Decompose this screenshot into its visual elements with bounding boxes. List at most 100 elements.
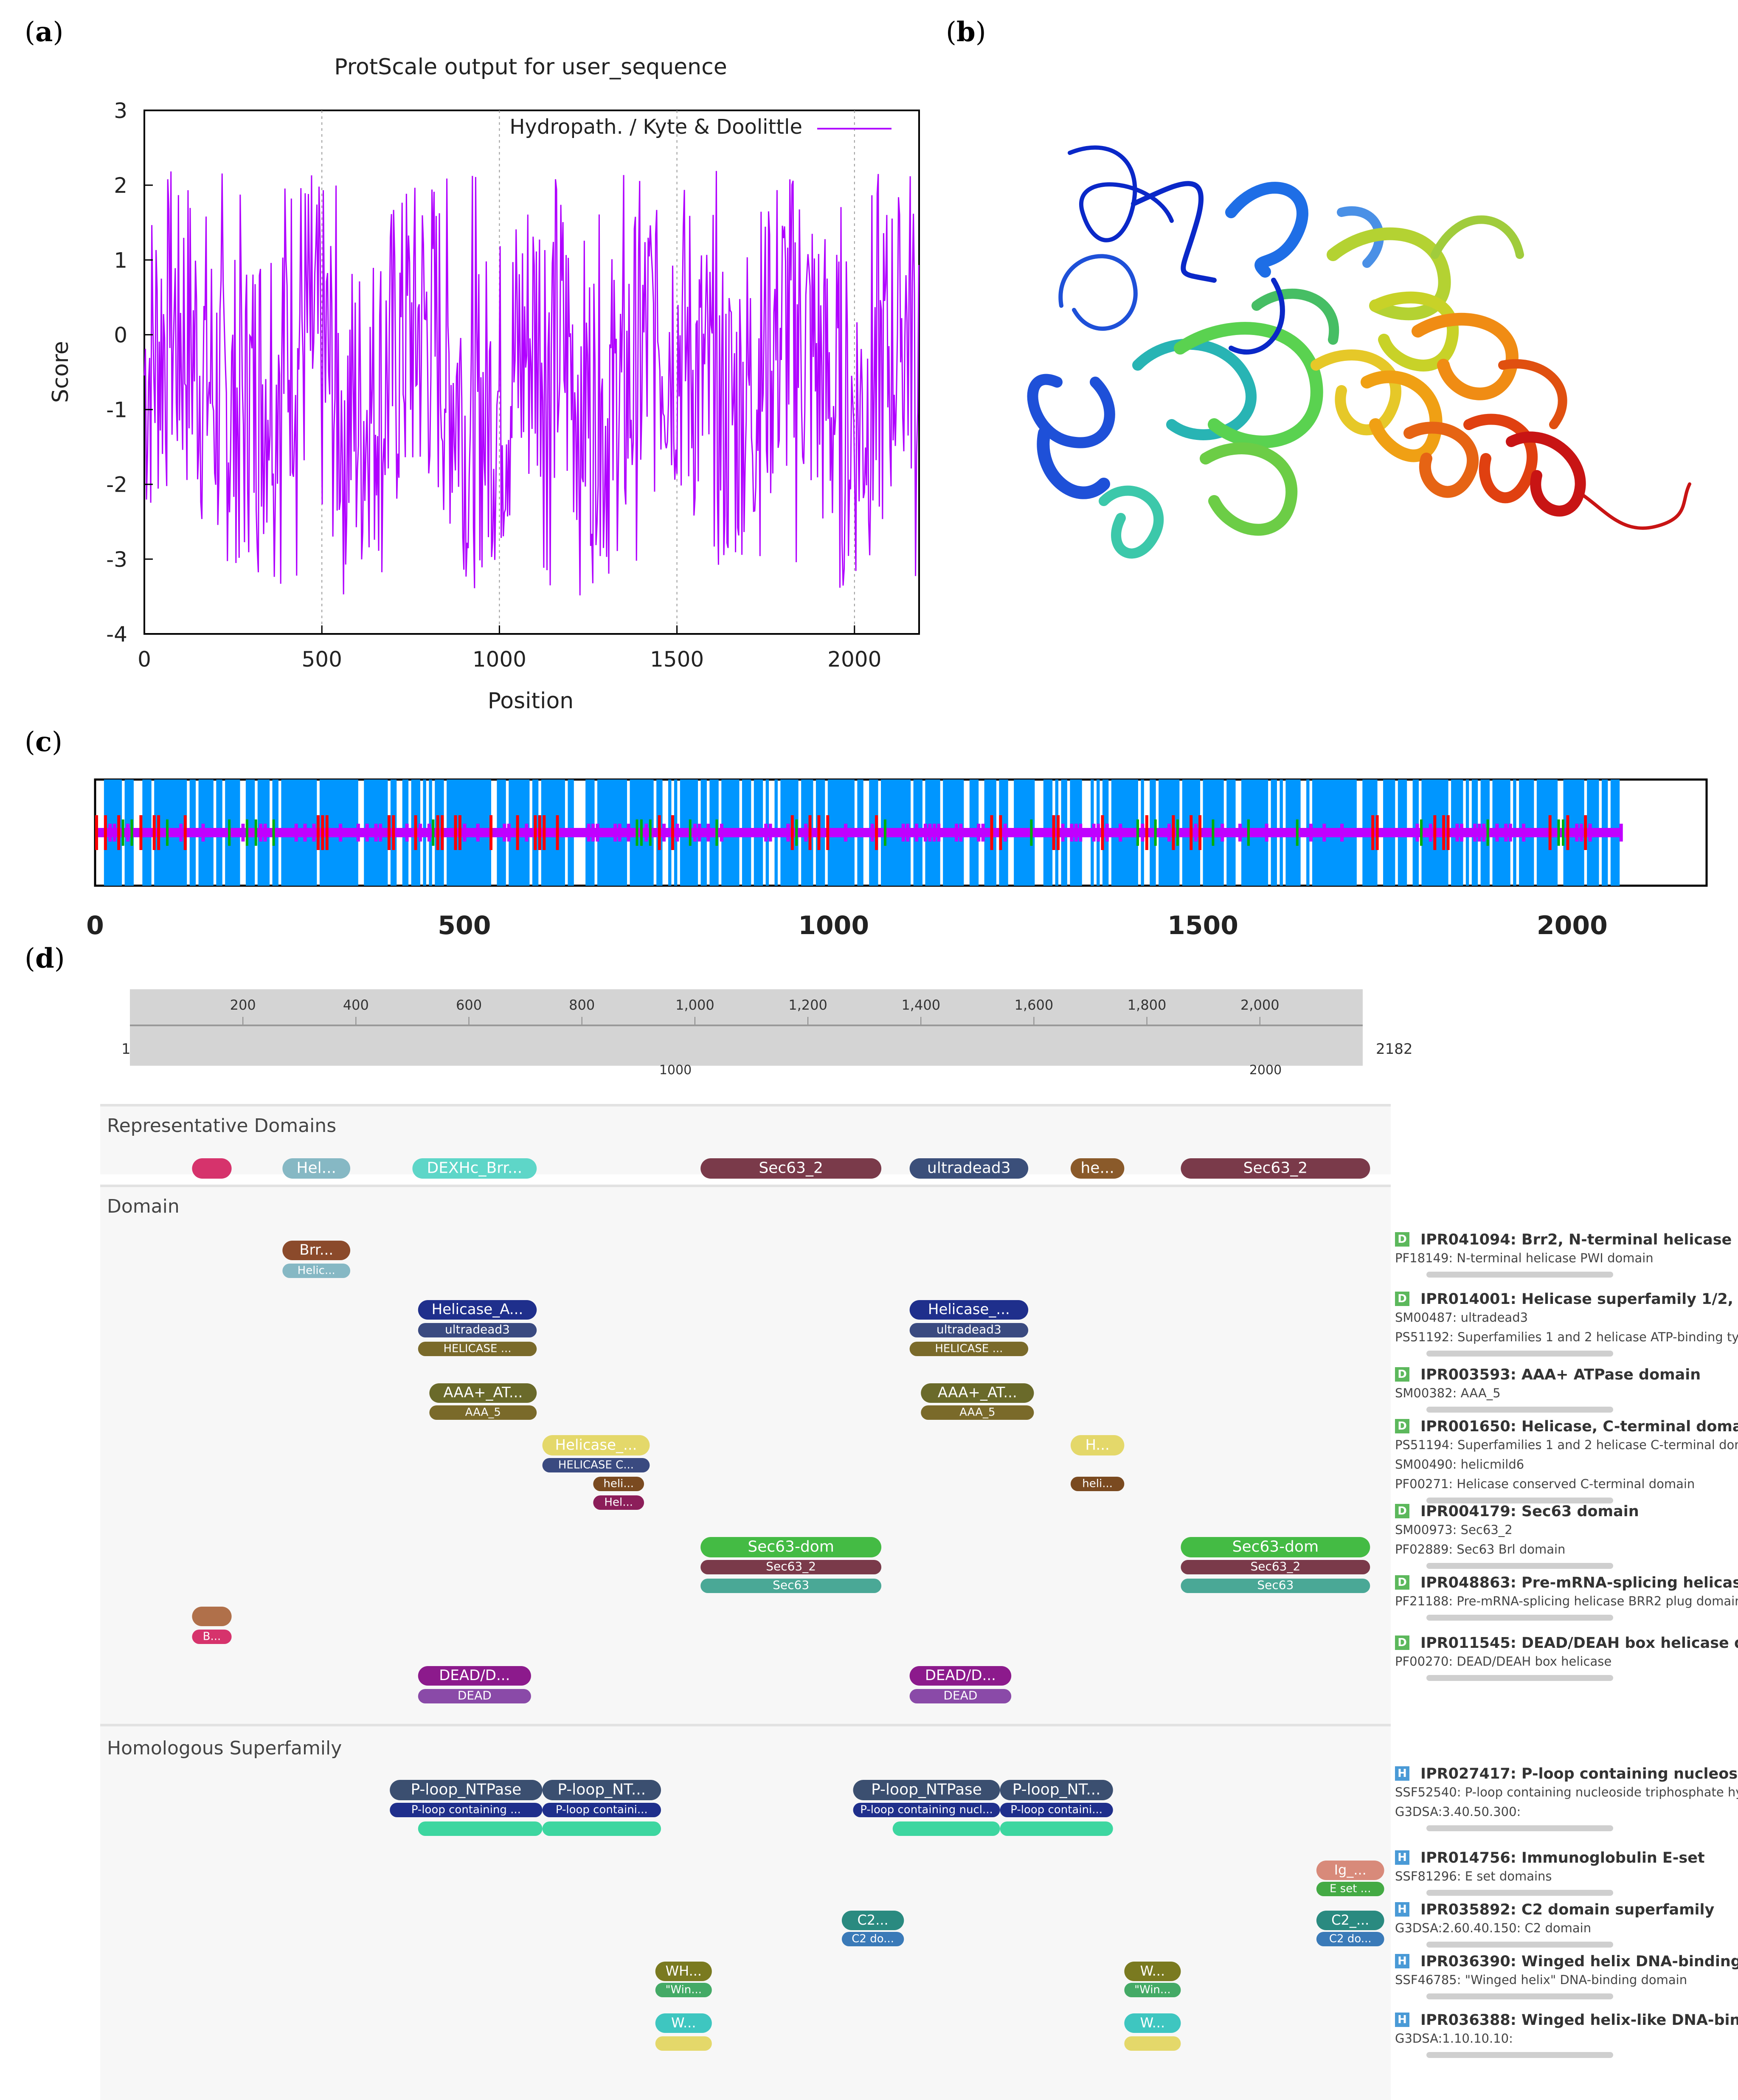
domain-member-signature[interactable]: SM00487: ultradead3	[1395, 1310, 1528, 1325]
domain-accession-link[interactable]: IPR001650: Helicase, C-terminal domain-l…	[1420, 1418, 1738, 1435]
homolog-accession-link[interactable]: IPR035892: C2 domain superfamily	[1420, 1901, 1715, 1918]
domain-accession-link[interactable]: IPR003593: AAA+ ATPase domain	[1420, 1366, 1701, 1383]
domain-scrollbar-thumb[interactable]	[1426, 1498, 1613, 1503]
domain-scrollbar-thumb[interactable]	[1426, 1615, 1613, 1621]
homolog-entry[interactable]: H IPR036388: Winged helix-like DNA-bindin…	[1395, 2012, 1738, 2059]
domain-member-signature[interactable]: SM00490: helicmild6	[1395, 1457, 1524, 1472]
homolog-entry[interactable]: H IPR035892: C2 domain superfamily G3DSA:2…	[1395, 1901, 1738, 1949]
strand-segment	[183, 815, 187, 850]
strand-segment	[392, 815, 395, 850]
homolog-member-signature[interactable]: SSF52540: P-loop containing nucleoside t…	[1395, 1785, 1738, 1799]
domain-entry[interactable]: D IPR003593: AAA+ ATPase domain SM00382: A…	[1395, 1366, 1738, 1414]
domain-member-signature[interactable]: SM00973: Sec63_2	[1395, 1523, 1513, 1537]
homolog-scrollbar-thumb[interactable]	[1426, 1825, 1613, 1831]
domain-entry[interactable]: D IPR041094: Brr2, N-terminal helicase PW…	[1395, 1231, 1738, 1279]
domain-entry[interactable]: D IPR014001: Helicase superfamily 1/2, AT…	[1395, 1291, 1738, 1358]
domain-accession-link[interactable]: IPR011545: DEAD/DEAH box helicase domain	[1420, 1635, 1738, 1652]
strand-segment	[1446, 815, 1450, 850]
domain-member-signature[interactable]: PF18149: N-terminal helicase PWI domain	[1395, 1251, 1654, 1265]
homolog-member-signature[interactable]: SSF46785: "Winged helix" DNA-binding dom…	[1395, 1973, 1687, 1987]
domain-scrollbar[interactable]	[1420, 1562, 1692, 1570]
coil-segment	[259, 824, 263, 842]
homolog-scrollbar-thumb[interactable]	[1426, 1993, 1613, 1999]
homolog-entry[interactable]: H IPR014756: Immunoglobulin E-set SSF81296…	[1395, 1849, 1738, 1897]
domain-scrollbar[interactable]	[1420, 1349, 1692, 1358]
domain-member-signature[interactable]: PF00271: Helicase conserved C-terminal d…	[1395, 1477, 1695, 1491]
homolog-accession-link[interactable]: IPR036388: Winged helix-like DNA-binding…	[1420, 2012, 1738, 2029]
domain-entry[interactable]: D IPR001650: Helicase, C-terminal domain-…	[1395, 1418, 1738, 1505]
interpro-view: 200 400 600 800 1,000 1,200 1,400 1,600 1,800 2,0…	[100, 985, 1738, 2100]
homolog-member-signature[interactable]: G3DSA:2.60.40.150: C2 domain	[1395, 1921, 1592, 1935]
rep-domain-label: he...	[1080, 1160, 1114, 1177]
homolog-member-signature[interactable]: G3DSA:1.10.10.10:	[1395, 2031, 1513, 2046]
domain-accession-link[interactable]: IPR014001: Helicase superfamily 1/2, ATP…	[1420, 1291, 1738, 1308]
domain-scrollbar-thumb[interactable]	[1426, 1563, 1613, 1569]
domain-label: Helicase_...	[555, 1437, 637, 1454]
homolog-scrollbar-thumb[interactable]	[1426, 1890, 1613, 1896]
hydropathy-series	[143, 171, 920, 596]
x-tick-labels: 0 500 1000 1500 2000	[138, 625, 881, 672]
coil-segment	[1340, 824, 1344, 842]
homolog-accession-link[interactable]: IPR014756: Immunoglobulin E-set	[1420, 1849, 1705, 1866]
domain-scrollbar-thumb[interactable]	[1426, 1272, 1613, 1278]
domain-member-signature[interactable]: PF21188: Pre-mRNA-splicing helicase BRR2…	[1395, 1594, 1738, 1608]
coil-segment	[693, 824, 697, 842]
homolog-member-signature[interactable]: SSF81296: E set domains	[1395, 1869, 1552, 1883]
domain-accession-link[interactable]: IPR004179: Sec63 domain	[1420, 1503, 1639, 1520]
domain-scrollbar[interactable]	[1420, 1496, 1692, 1505]
domain-member-signature[interactable]: SM00382: AAA_5	[1395, 1386, 1501, 1400]
domain-accession-link[interactable]: IPR048863: Pre-mRNA-splicing helicase BR…	[1420, 1574, 1738, 1591]
domain-label: B...	[203, 1630, 221, 1643]
domain-bar	[282, 1264, 351, 1278]
coil-segment	[1522, 824, 1526, 842]
domain-scrollbar-thumb[interactable]	[1426, 1407, 1613, 1413]
domain-bar	[418, 1323, 537, 1337]
domain-member-signature[interactable]: PF00270: DEAD/DEAH box helicase	[1395, 1654, 1612, 1669]
coil-segment	[1003, 824, 1007, 842]
turn-segment	[689, 819, 692, 846]
homolog-member-signature[interactable]: G3DSA:3.40.50.300:	[1395, 1804, 1521, 1819]
homolog-accession-link[interactable]: IPR036390: Winged helix DNA-binding doma…	[1420, 1953, 1738, 1970]
domain-entry[interactable]: D IPR048863: Pre-mRNA-splicing helicase B…	[1395, 1574, 1738, 1622]
coil-segment	[1097, 824, 1100, 842]
homolog-scrollbar[interactable]	[1420, 1992, 1692, 2001]
domain-scrollbar-thumb[interactable]	[1426, 1351, 1613, 1357]
coil-segment	[928, 824, 932, 842]
coil-segment	[1079, 824, 1083, 842]
domain-scrollbar-thumb[interactable]	[1426, 1675, 1613, 1681]
homolog-scrollbar[interactable]	[1420, 1824, 1692, 1833]
domain-entry[interactable]: D IPR011545: DEAD/DEAH box helicase domai…	[1395, 1635, 1738, 1682]
domain-label: Helicase_...	[928, 1301, 1010, 1318]
domain-bar	[1070, 1435, 1125, 1455]
homolog-label: WH...	[665, 1963, 702, 1979]
homolog-scrollbar[interactable]	[1420, 1940, 1692, 1949]
domain-tracks: Hel... DEXHc_Brr... Sec63_2 ultradead3 he...…	[192, 1158, 1384, 2051]
y-tick-label: -4	[106, 622, 127, 647]
turn-segment	[795, 819, 798, 846]
domain-scrollbar[interactable]	[1420, 1613, 1692, 1622]
domain-scrollbar[interactable]	[1420, 1270, 1692, 1279]
homolog-scrollbar[interactable]	[1420, 1889, 1692, 1897]
domain-label: Brr...	[299, 1241, 333, 1258]
domain-member-signature[interactable]: PF02889: Sec63 Brl domain	[1395, 1542, 1566, 1557]
domain-scrollbar[interactable]	[1420, 1674, 1692, 1682]
domain-scrollbar[interactable]	[1420, 1405, 1692, 1414]
homolog-scrollbar-thumb[interactable]	[1426, 2052, 1613, 2058]
domain-entry[interactable]: D IPR004179: Sec63 domain SM00973: Sec63_2…	[1395, 1503, 1738, 1570]
homolog-accession-link[interactable]: IPR027417: P-loop containing nucleoside …	[1420, 1765, 1738, 1782]
homolog-entry[interactable]: H IPR036390: Winged helix DNA-binding dom…	[1395, 1953, 1738, 2001]
domain-member-signature[interactable]: PS51192: Superfamilies 1 and 2 helicase …	[1395, 1330, 1738, 1344]
domain-accession-link[interactable]: IPR041094: Brr2, N-terminal helicase PWI…	[1420, 1231, 1738, 1248]
homolog-scrollbar-thumb[interactable]	[1426, 1942, 1613, 1948]
domain-bar	[1181, 1560, 1370, 1574]
homolog-label: P-loop_NTPase	[411, 1781, 521, 1799]
y-tick-label: -3	[106, 547, 127, 572]
domain-member-signature[interactable]: PS51194: Superfamilies 1 and 2 helicase …	[1395, 1438, 1738, 1452]
coil-segment	[1238, 824, 1242, 842]
turn-segment	[1486, 819, 1489, 846]
homolog-bar	[655, 2013, 712, 2033]
homolog-entry[interactable]: H IPR027417: P-loop containing nucleoside…	[1395, 1765, 1738, 1833]
homolog-scrollbar[interactable]	[1420, 2051, 1692, 2059]
domain-label: Sec63_2	[766, 1559, 816, 1573]
domain-bar	[921, 1405, 1034, 1420]
